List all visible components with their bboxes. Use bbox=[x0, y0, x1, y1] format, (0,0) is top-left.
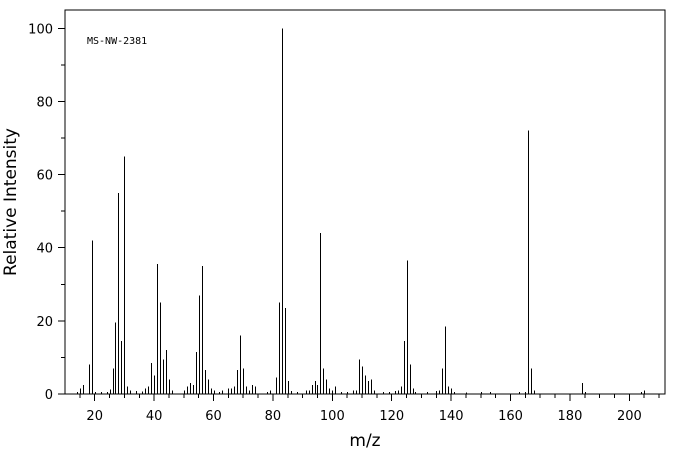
x-tick-label: 100 bbox=[320, 409, 345, 424]
y-tick-label: 0 bbox=[45, 388, 53, 403]
x-axis-title: m/z bbox=[349, 431, 380, 451]
x-tick-label: 160 bbox=[498, 409, 523, 424]
x-axis-ticks: 20 40 60 80 100 120 140 160 180 200 bbox=[79, 394, 660, 424]
spectrum-peaks bbox=[77, 28, 645, 394]
x-tick-label: 60 bbox=[205, 409, 222, 424]
y-tick-label: 40 bbox=[36, 242, 53, 257]
x-tick-label: 120 bbox=[379, 409, 404, 424]
y-axis-ticks: 0 20 40 60 80 100 bbox=[28, 22, 65, 403]
x-tick-label: 40 bbox=[146, 409, 163, 424]
x-tick-label: 80 bbox=[265, 409, 282, 424]
x-tick-label: 20 bbox=[86, 409, 103, 424]
y-tick-label: 20 bbox=[36, 315, 53, 330]
y-tick-label: 80 bbox=[36, 95, 53, 110]
y-tick-label: 60 bbox=[36, 169, 53, 184]
x-tick-label: 200 bbox=[617, 409, 642, 424]
x-tick-label: 180 bbox=[558, 409, 583, 424]
y-tick-label: 100 bbox=[28, 22, 53, 37]
plot-frame bbox=[64, 9, 666, 395]
y-axis-title: Relative Intensity bbox=[1, 128, 21, 276]
x-tick-label: 140 bbox=[439, 409, 464, 424]
sample-id-label: MS-NW-2381 bbox=[87, 36, 147, 47]
